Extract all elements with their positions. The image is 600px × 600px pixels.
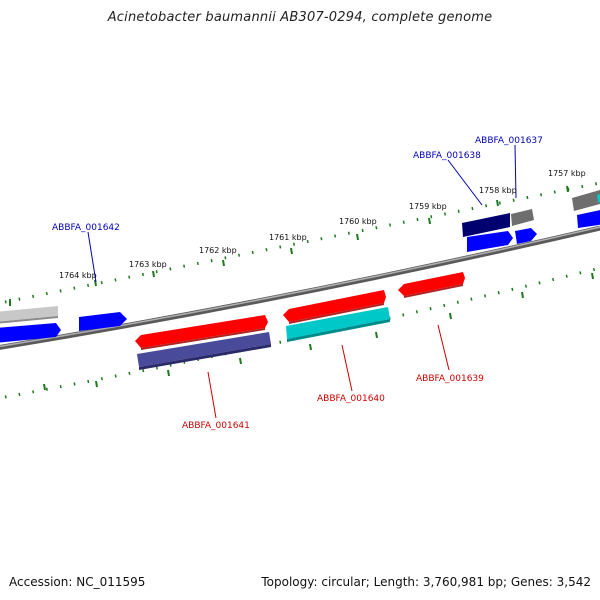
feature-cyan-shadow <box>287 319 390 342</box>
feature-reverse-abbfa-001639-shadow <box>404 284 463 298</box>
forward-leader-lines <box>87 144 517 283</box>
feature-navy[interactable] <box>462 213 510 237</box>
feature-cyan[interactable] <box>286 307 390 339</box>
feature-grey-left-shadow <box>0 316 58 324</box>
scale-label: 1761 kbp <box>269 233 307 242</box>
inner-major-ticks <box>43 272 594 391</box>
feature-grey-right[interactable] <box>572 190 600 211</box>
feature-cyan-sliver[interactable] <box>597 194 600 203</box>
feature-slate[interactable] <box>137 332 271 367</box>
gene-label[interactable]: ABBFA_001637 <box>475 136 543 146</box>
scale-label: 1764 kbp <box>59 271 97 280</box>
feature-grey-left[interactable] <box>0 306 58 322</box>
outer-minor-ticks <box>4 181 600 304</box>
outer-major-ticks <box>9 185 569 306</box>
gene-label[interactable]: ABBFA_001639 <box>416 374 484 384</box>
scale-label: 1759 kbp <box>409 202 447 211</box>
feature-reverse-abbfa-001641-shadow <box>141 328 265 350</box>
feature-forward-abbfa-001642[interactable] <box>79 312 127 331</box>
scale-label: 1760 kbp <box>339 217 377 226</box>
gene-label[interactable]: ABBFA_001641 <box>182 421 250 431</box>
map-title: Acinetobacter baumannii AB307-0294, comp… <box>107 10 493 25</box>
feature-forward-right-edge[interactable] <box>577 209 600 228</box>
feature-forward-left-edge[interactable] <box>0 323 61 343</box>
genome-backbone <box>0 225 600 350</box>
feature-reverse-abbfa-001641[interactable] <box>135 315 268 348</box>
feature-grey-small[interactable] <box>511 209 534 226</box>
gene-label[interactable]: ABBFA_001640 <box>317 394 385 404</box>
genome-backbone-highlight <box>0 226 600 348</box>
feature-slate-shadow <box>139 344 271 370</box>
scale-label: 1757 kbp <box>548 169 586 178</box>
accession-text: Accession: NC_011595 <box>9 575 146 589</box>
scale-label: 1758 kbp <box>479 186 517 195</box>
scale-label: 1763 kbp <box>129 260 167 269</box>
scale-label: 1762 kbp <box>199 246 237 255</box>
feature-reverse-abbfa-001640[interactable] <box>283 290 386 322</box>
gene-label[interactable]: ABBFA_001642 <box>52 223 120 233</box>
feature-forward-abbfa-001638[interactable] <box>467 231 513 252</box>
reverse-leader-lines <box>207 324 450 419</box>
feature-reverse-abbfa-001639[interactable] <box>398 272 465 296</box>
gene-label[interactable]: ABBFA_001638 <box>413 151 481 161</box>
topology-text: Topology: circular; Length: 3,760,981 bp… <box>261 575 591 589</box>
feature-reverse-abbfa-001640-shadow <box>289 303 384 324</box>
feature-forward-abbfa-001637[interactable] <box>515 228 537 244</box>
